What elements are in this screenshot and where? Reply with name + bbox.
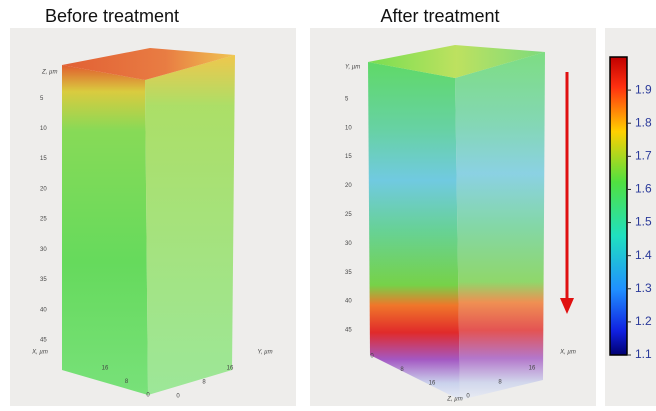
- tick-label: 25: [40, 217, 47, 223]
- volume-after: [368, 45, 545, 400]
- axis-label: Z, µm: [446, 397, 462, 403]
- tick-label: 20: [345, 183, 352, 189]
- axis-label: X, µm: [31, 350, 48, 356]
- tick-label: 16: [429, 381, 436, 387]
- arrow: [560, 72, 574, 314]
- tick-label: 16: [102, 366, 109, 372]
- tick-label: 15: [345, 154, 352, 160]
- tick-label: 8: [498, 380, 502, 386]
- tick-label: 15: [40, 156, 47, 162]
- tick-label: 30: [40, 247, 47, 253]
- tick-label: 16: [227, 366, 234, 372]
- tick-label: 40: [40, 307, 47, 313]
- colorbar-tick-label: 1.9: [635, 82, 652, 96]
- axis-label: Z, µm: [41, 70, 57, 76]
- colorbar-tick-label: 1.7: [635, 149, 652, 163]
- tick-label: 5: [345, 96, 349, 102]
- panel-title: After treatment: [380, 6, 499, 26]
- tick-label: 30: [345, 241, 352, 247]
- tick-label: 35: [345, 270, 352, 276]
- tick-label: 45: [40, 338, 47, 344]
- tick-label: 20: [40, 186, 47, 192]
- tick-label: 35: [40, 277, 47, 283]
- axis-label: X, µm: [559, 350, 576, 356]
- tick-label: 16: [529, 366, 536, 372]
- tick-label: 8: [202, 380, 206, 386]
- tick-label: 25: [345, 212, 352, 218]
- axis-label: Y, µm: [257, 350, 272, 356]
- colorbar-tick-label: 1.8: [635, 115, 652, 129]
- tick-label: 45: [345, 328, 352, 334]
- colorbar-tick-label: 1.5: [635, 215, 652, 229]
- panel-title: Before treatment: [45, 6, 179, 26]
- colorbar-tick-label: 1.3: [635, 281, 652, 295]
- colorbar-tick-label: 1.2: [635, 314, 652, 328]
- tick-label: 8: [125, 379, 129, 385]
- tick-label: 0: [370, 354, 374, 360]
- tick-label: 0: [466, 394, 470, 400]
- colorbar-tick-label: 1.1: [635, 347, 652, 361]
- tick-label: 10: [345, 125, 352, 131]
- axis-label: Y, µm: [345, 65, 360, 71]
- colorbar-tick-label: 1.6: [635, 182, 652, 196]
- colorbar: [609, 56, 628, 356]
- tick-label: 8: [400, 367, 404, 373]
- volume-before: [62, 48, 235, 395]
- colorbar-tick-label: 1.4: [635, 248, 652, 262]
- tick-label: 5: [40, 96, 44, 102]
- tick-label: 10: [40, 126, 47, 132]
- tick-label: 40: [345, 299, 352, 305]
- tick-label: 0: [176, 394, 180, 400]
- tick-label: 0: [146, 393, 150, 399]
